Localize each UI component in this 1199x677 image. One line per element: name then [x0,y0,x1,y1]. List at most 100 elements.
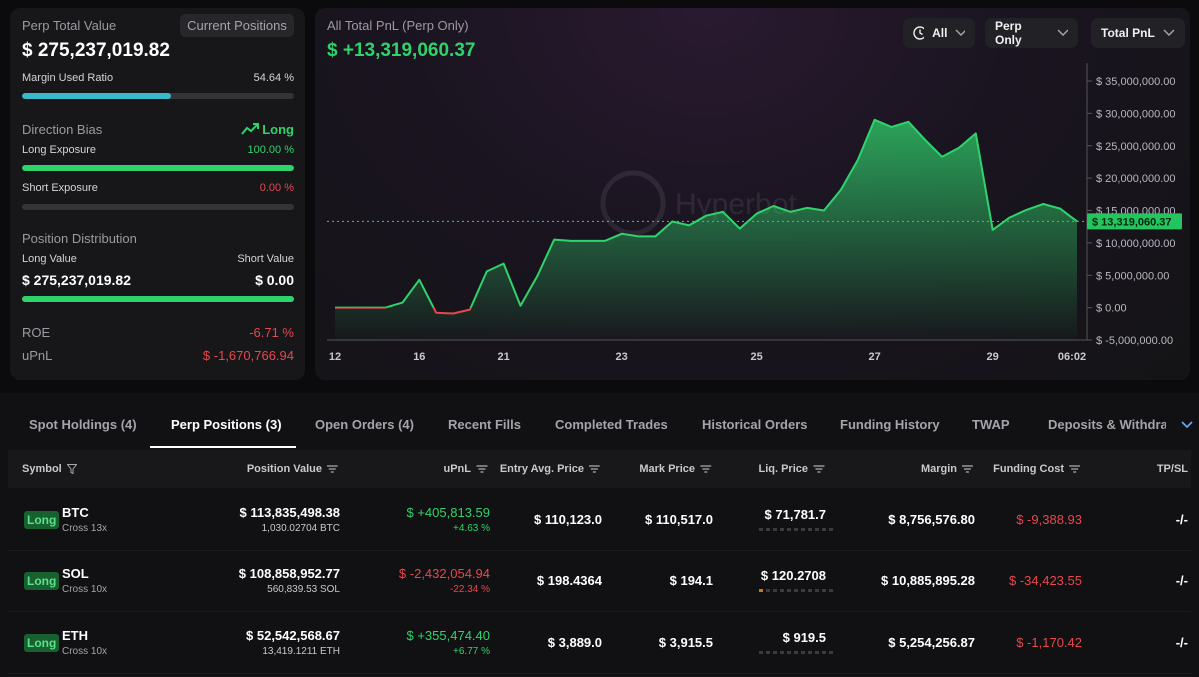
liq-dot [766,651,770,654]
label: Margin Used Ratio [22,72,114,84]
liq-dot [766,589,770,592]
header-label: TP/SL [1156,463,1188,475]
liq-price: $ 919.5 [782,630,826,645]
tab[interactable]: Historical Orders [702,417,808,432]
active-tab-indicator [150,446,296,448]
liq-dot [794,528,798,531]
chevron [955,29,965,36]
x-tick-label: 16 [413,351,425,363]
sort-icon[interactable] [962,465,973,473]
mark-price: $ 110,517.0 [645,512,713,527]
filter-button[interactable]: Total PnL [1091,18,1185,48]
value: -6.71 % [249,325,294,340]
x-tick-label: 06:02 [1058,351,1086,363]
liq-price: $ 120.2708 [760,568,826,583]
progress-bar [22,296,294,302]
liq-dot [815,651,819,654]
tp-sl: -/- [1175,512,1188,527]
direction-bias: Long [262,122,294,137]
current-positions-button[interactable]: Current Positions [180,14,294,37]
y-tick-label: $ 10,000,000.00 [1096,238,1176,250]
value: $ 275,237,019.82 [22,272,131,288]
tab[interactable]: TWAP [972,417,1010,432]
tab[interactable]: Funding History [840,417,940,432]
current-tag [1087,213,1182,230]
sort-icon[interactable] [700,465,711,473]
liq-dot [801,528,805,531]
tabs-more[interactable] [1180,420,1194,430]
pnl-line [335,118,1078,315]
filter-button[interactable]: All [903,18,975,48]
filter-label: All [932,26,948,40]
column-header: Mark Price [639,463,711,475]
sort-icon[interactable] [327,465,338,473]
liq-dot [780,651,784,654]
liq-dot [787,589,791,592]
label: Perp Total Value [22,18,117,33]
label: ROE [22,325,51,340]
upnl: $ -2,432,054.94 [398,566,490,581]
liq-dot [829,528,833,531]
funding-cost: $ -9,388.93 [1016,512,1082,527]
header-label: Margin [920,463,957,475]
tab[interactable]: Completed Trades [555,417,668,432]
tab[interactable]: Spot Holdings (4) [29,417,137,432]
liq-dot [759,651,763,654]
liq-dot [773,589,777,592]
upnl-percent: +4.63 % [453,523,490,534]
liq-dot [794,651,798,654]
leverage: Cross 13x [62,523,108,534]
label: Position Distribution [22,231,137,246]
current-label: $ 13,319,060.37 [1092,216,1172,228]
position-size: 560,839.53 SOL [267,584,340,595]
upnl: $ +355,474.40 [406,628,491,643]
y-tick-label: $ 35,000,000.00 [1096,76,1176,88]
header-label: Funding Cost [993,463,1064,475]
label: Long Exposure [22,144,96,156]
header-label: Liq. Price [758,463,808,475]
column-header: Liq. Price [758,463,824,475]
progress-track [22,296,294,302]
entry-price: $ 198.4364 [536,573,602,588]
symbol: BTC [62,505,89,520]
total-value: $ 275,237,019.82 [22,40,170,61]
liq-dot [759,528,763,531]
sort-icon[interactable] [589,465,600,473]
mark-price: $ 3,915.5 [658,635,713,650]
label: uPnL [22,348,53,363]
chart-title: All Total PnL (Perp Only) [327,18,469,33]
chart: Hyperbot$ -5,000,000.00$ 0.00$ 5,000,000… [327,63,1182,363]
progress-track [22,204,294,210]
liq-dot [808,528,812,531]
sort-icon[interactable] [476,465,487,473]
liq-indicator [759,651,833,654]
value: $ -1,670,766.94 [202,348,294,363]
tab[interactable]: Recent Fills [448,417,521,432]
progress-bar [22,165,294,171]
margin: $ 8,756,576.80 [888,512,975,527]
filter-icon[interactable] [66,464,77,474]
header-label: Entry Avg. Price [499,463,584,475]
y-tick-label: $ 30,000,000.00 [1096,108,1176,120]
liq-dot [829,651,833,654]
trend-icon [241,123,259,135]
tab[interactable]: Perp Positions (3) [171,417,282,432]
liq-dot [808,589,812,592]
column-header: uPnL [444,463,487,475]
tab[interactable]: Deposits & Withdrav [1048,417,1166,432]
liq-dot [822,589,826,592]
sort-icon[interactable] [1069,465,1080,473]
tab[interactable]: Open Orders (4) [315,417,414,432]
sort-icon[interactable] [813,465,824,473]
entry-price: $ 110,123.0 [534,512,602,527]
symbol: SOL [62,566,89,581]
funding-cost: $ -34,423.55 [1008,573,1082,588]
liq-dot [801,589,805,592]
position-value: $ 52,542,568.67 [246,628,340,643]
symbol: ETH [62,628,88,643]
upnl-percent: -22.34 % [449,584,490,595]
filter-button[interactable]: Perp Only [985,18,1078,48]
column-header: Entry Avg. Price [500,463,600,475]
header-label: Position Value [246,463,322,475]
